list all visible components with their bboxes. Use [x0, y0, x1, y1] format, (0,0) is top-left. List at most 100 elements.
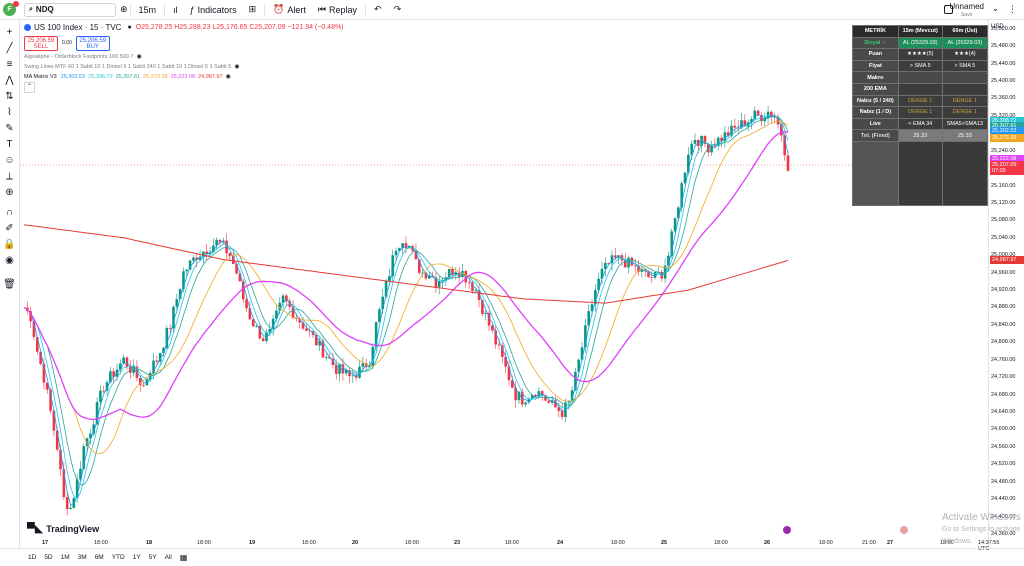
candle-body	[477, 290, 481, 300]
range-button-1m[interactable]: 1M	[60, 554, 70, 561]
candle-body	[315, 334, 318, 346]
candle-body	[743, 120, 747, 127]
brush-icon[interactable]: ✎	[5, 123, 14, 134]
time-label: 21:00	[862, 540, 876, 546]
candle-body	[99, 390, 102, 402]
candle-body	[447, 268, 451, 278]
fib-icon[interactable]: ≡	[6, 59, 13, 70]
lock-icon[interactable]: 🔒	[3, 239, 16, 250]
price-label: 24,720.00	[991, 374, 1016, 381]
time-label: 18:00	[197, 540, 211, 546]
user-avatar[interactable]: F	[3, 3, 16, 16]
magnet-icon[interactable]: ∩	[5, 207, 14, 218]
trendline-icon[interactable]: ╱	[6, 43, 13, 54]
candle-body	[753, 110, 757, 120]
eye-icon[interactable]: ◉	[234, 63, 240, 70]
candle-body	[497, 344, 501, 346]
buy-button[interactable]: 25,206.59 BUY	[75, 35, 110, 51]
indicator-row-2[interactable]: Swing Lines MTF 60 1 Sabit 10 1 Dinsel 5…	[24, 62, 344, 72]
candle-body	[39, 351, 42, 365]
sell-button[interactable]: 25,206.59 SELL	[24, 35, 58, 51]
indicator-row-3[interactable]: MA Matrix V3 25,302.53 25,306.72 25,307.61 2…	[24, 72, 344, 82]
candle-body	[510, 380, 514, 388]
price-label: 25,160.00	[991, 182, 1016, 189]
text-icon[interactable]: T	[6, 139, 13, 150]
price-axis[interactable]: USD 25,520.00 25,480.00 25,440.00 25,400.00…	[988, 20, 1024, 548]
add-symbol-icon[interactable]: ⊕	[120, 4, 128, 14]
price-chart[interactable]	[20, 20, 988, 534]
symbol-search-input[interactable]: ⌕ NDQ	[24, 2, 116, 17]
metrics-table: METRİK 15m (Mevcut) 60m (Üst) Sinyal ✓ AL (2…	[852, 25, 989, 206]
candle-body	[225, 240, 228, 254]
shapes-icon[interactable]: ⌇	[7, 107, 12, 118]
redo-icon: ↷	[393, 4, 402, 14]
crosshair-icon[interactable]: +	[6, 27, 13, 38]
templates-button[interactable]: ⊞	[243, 0, 263, 20]
measure-icon[interactable]: ⟂	[6, 171, 13, 182]
candle-body	[218, 239, 222, 243]
candle-body	[487, 312, 491, 326]
price-label: 24,480.00	[991, 478, 1016, 485]
replay-button[interactable]: ⏮ Replay	[312, 0, 363, 20]
metric-value-15m: AL (25329.03)	[897, 36, 943, 50]
candle-body	[119, 363, 122, 370]
currency-label[interactable]: USD	[991, 24, 1004, 30]
range-button-all[interactable]: All	[164, 554, 172, 561]
range-button-5d[interactable]: 5D	[44, 554, 53, 561]
range-button-5y[interactable]: 5Y	[148, 554, 157, 561]
range-button-1y[interactable]: 1Y	[132, 554, 141, 561]
price-tag: 25,308.72	[990, 116, 1024, 125]
ma-line-4	[23, 120, 789, 454]
layouts-dropdown-icon[interactable]: ⌄	[992, 4, 999, 13]
candle-body	[65, 497, 69, 510]
indicator-row-1[interactable]: Algoaliphe - Orderblock Footprints 100 5…	[24, 52, 344, 62]
metrics-row: Makro	[852, 71, 989, 84]
range-button-3m[interactable]: 3M	[77, 554, 87, 561]
candle-body	[35, 336, 39, 352]
notification-badge	[13, 1, 19, 7]
time-label: 19	[249, 540, 256, 546]
time-axis[interactable]: 17 18:00 18 18:00 19 18:00 20 18:00 23 18:00 24 18:…	[20, 534, 999, 552]
redo-button[interactable]: ↷	[388, 0, 408, 20]
emoji-icon[interactable]: ☺	[4, 155, 15, 166]
candle-body	[584, 325, 587, 348]
candle-body	[454, 272, 458, 276]
interval-button[interactable]: 15m	[133, 0, 163, 20]
candle-body	[138, 377, 142, 386]
price-label: 25,480.00	[991, 43, 1016, 50]
candle-body	[677, 207, 680, 219]
candle-body	[331, 358, 335, 365]
candle-body	[547, 400, 551, 403]
zoom-icon[interactable]: ⊕	[5, 187, 14, 198]
ma-value: 25,307.61	[115, 73, 141, 80]
ema200-line	[23, 224, 789, 304]
eye-icon[interactable]: ●	[127, 23, 132, 31]
undo-button[interactable]: ↶	[368, 0, 388, 20]
metric-value-60m: ★★★(4)	[941, 48, 989, 61]
layout-icon[interactable]	[944, 5, 953, 14]
drawing-mode-icon[interactable]: ✐	[5, 223, 14, 234]
trash-icon[interactable]: 🗑	[3, 279, 16, 290]
candle-body	[604, 262, 607, 269]
layout-name-button[interactable]: Unnamed Save	[949, 3, 984, 19]
candle-body	[334, 364, 338, 374]
candle-body	[215, 239, 218, 246]
pattern-icon[interactable]: ⋀	[5, 75, 14, 86]
range-button-6m[interactable]: 6M	[94, 554, 104, 561]
eye-icon[interactable]: ◉	[136, 53, 142, 60]
candle-body	[374, 322, 378, 347]
chart-type-button[interactable]: ıl	[167, 0, 184, 20]
candle-body	[261, 338, 265, 341]
goto-date-icon[interactable]: ▦	[179, 553, 188, 562]
collapse-legend-button[interactable]: ⌃	[24, 81, 344, 93]
range-button-1d[interactable]: 1D	[28, 554, 37, 561]
alert-button[interactable]: ⏰ Alert	[267, 0, 312, 20]
range-button-ytd[interactable]: YTD	[111, 554, 125, 561]
eye-icon[interactable]: ◉	[5, 255, 14, 266]
indicators-button[interactable]: ƒ Indicators	[184, 0, 243, 20]
eye-icon[interactable]: ◉	[225, 73, 231, 80]
chart-pane[interactable]	[20, 20, 988, 548]
more-menu-icon[interactable]: ⋮	[1008, 4, 1017, 14]
candle-body	[494, 330, 497, 345]
forecast-icon[interactable]: ⇅	[5, 91, 14, 102]
